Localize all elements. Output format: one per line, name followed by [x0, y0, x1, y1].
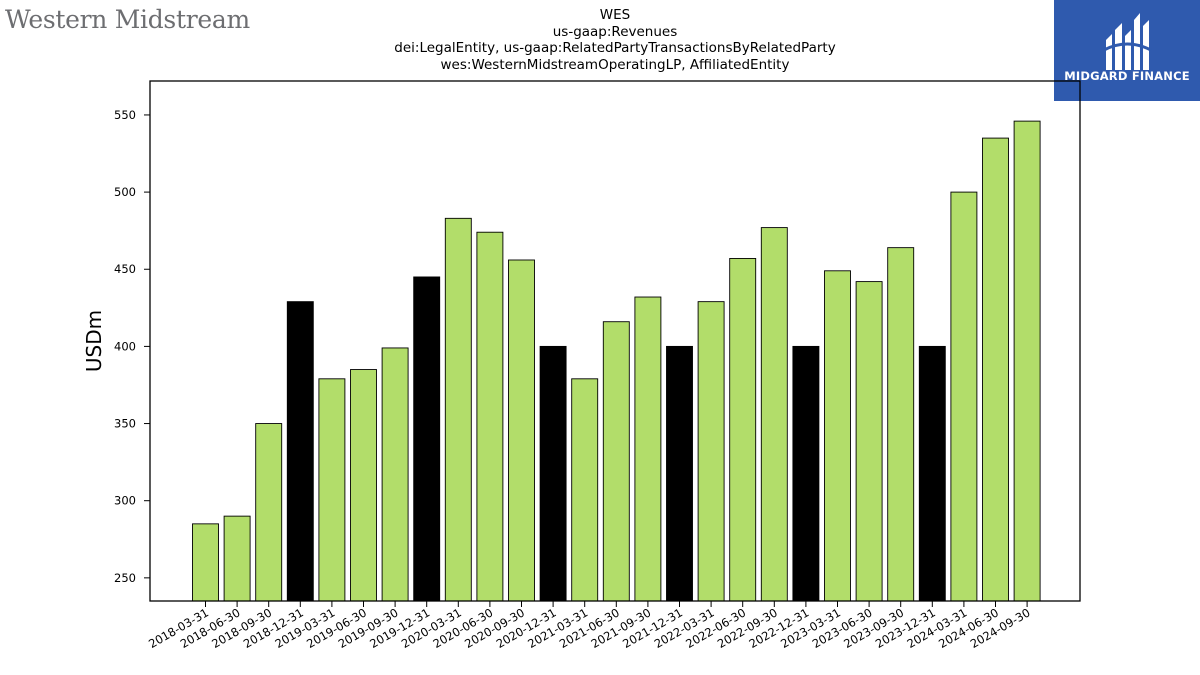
chart-title-line-2: us-gaap:Revenues: [552, 23, 678, 40]
bar-2023-12-31: [918, 345, 946, 602]
bar-2020-06-30: [476, 231, 504, 602]
bars-layer: [192, 120, 1041, 602]
bar-2018-06-30: [223, 515, 251, 602]
y-tick-label: 550: [114, 108, 136, 122]
bar-2020-03-31: [444, 217, 472, 602]
bar-2019-12-31: [413, 276, 441, 602]
bar-2020-09-30: [508, 259, 535, 602]
midgard-finance-mark-icon: [1103, 13, 1152, 70]
chart-title: WES us-gaap:Revenues dei:LegalEntity, us…: [150, 7, 1080, 73]
bar-2018-03-31: [192, 523, 219, 602]
bar-2019-03-31: [318, 378, 346, 602]
bar-2021-03-31: [571, 378, 599, 602]
y-tick-label: 350: [114, 417, 136, 431]
bar-2021-06-30: [602, 321, 630, 602]
midgard-finance-logo: MIDGARD FINANCE: [1054, 0, 1200, 101]
y-axis-label: USDm: [82, 310, 106, 372]
y-tick-label: 400: [114, 339, 136, 353]
bar-2023-03-31: [824, 270, 851, 602]
western-midstream-logo: Western Midstream: [5, 2, 250, 36]
bar-2024-09-30: [1013, 120, 1041, 602]
bar-2022-03-31: [697, 301, 725, 602]
chart-title-line-4: wes:WesternMidstreamOperatingLP, Affilia…: [440, 56, 790, 73]
chart-title-line-1: WES: [599, 7, 631, 23]
bar-2018-09-30: [255, 423, 283, 602]
chart-title-line-3: dei:LegalEntity, us-gaap:RelatedPartyTra…: [394, 40, 836, 56]
bar-2022-09-30: [760, 227, 788, 602]
bar-2018-12-31: [286, 301, 314, 602]
y-tick-label: 450: [114, 262, 136, 276]
bar-2020-12-31: [539, 345, 567, 602]
x-axis: 2018-03-312018-06-302018-09-302018-12-31…: [146, 601, 1033, 651]
bar-2022-12-31: [792, 345, 820, 602]
bar-2024-03-31: [950, 191, 978, 602]
bar-2021-09-30: [634, 296, 662, 602]
y-axis: 250 300 350 400 450 500 550: [114, 108, 150, 585]
bar-2022-06-30: [729, 257, 757, 602]
bar-2019-06-30: [350, 369, 377, 602]
midgard-finance-logo-text: MIDGARD FINANCE: [1064, 69, 1190, 83]
bar-2023-09-30: [887, 247, 915, 602]
y-tick-label: 500: [114, 185, 136, 199]
bar-2019-09-30: [381, 347, 409, 602]
bar-2023-06-30: [855, 281, 883, 602]
plot-frame: [149, 80, 1081, 602]
bar-2024-06-30: [982, 137, 1009, 602]
bar-2021-12-31: [666, 345, 693, 602]
y-tick-label: 300: [114, 494, 136, 508]
western-midstream-logo-text: Western Midstream: [5, 4, 250, 34]
y-tick-label: 250: [114, 571, 136, 585]
